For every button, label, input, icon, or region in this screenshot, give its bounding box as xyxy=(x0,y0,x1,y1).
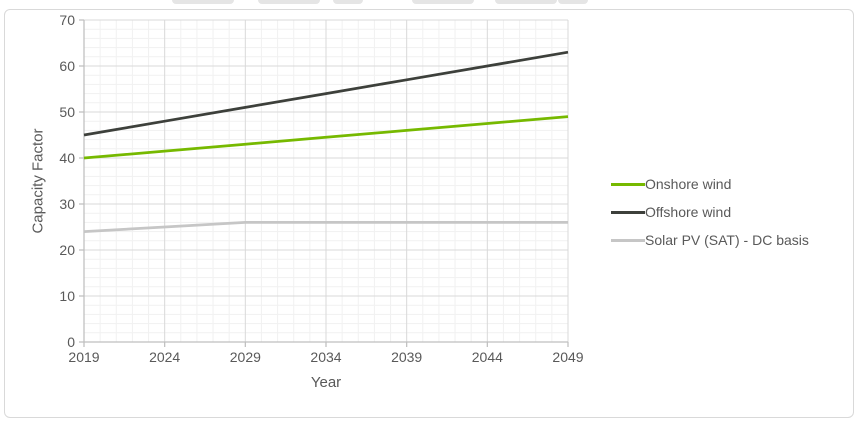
legend-label: Solar PV (SAT) - DC basis xyxy=(645,232,809,248)
legend-label: Offshore wind xyxy=(645,204,732,220)
y-tick-label: 0 xyxy=(67,334,75,350)
tab-remnant xyxy=(558,0,588,4)
onshore-wind-line-swatch xyxy=(611,182,645,186)
y-tick-label: 40 xyxy=(59,150,75,166)
x-tick-label: 2024 xyxy=(149,349,180,365)
y-tick-label: 30 xyxy=(59,196,75,212)
tab-remnant xyxy=(333,0,363,4)
x-tick-label: 2044 xyxy=(472,349,503,365)
x-tick-label: 2029 xyxy=(230,349,261,365)
legend-item-offshore-wind: Offshore wind xyxy=(611,198,809,226)
series-line-offshore-wind xyxy=(83,50,569,137)
y-tick-label: 70 xyxy=(59,12,75,28)
y-tick-label: 10 xyxy=(59,288,75,304)
chart-legend: Onshore wind Offshore wind Solar PV (SAT… xyxy=(611,170,809,254)
x-tick-label: 2049 xyxy=(552,349,583,365)
y-tick-label: 50 xyxy=(59,104,75,120)
y-axis-title: Capacity Factor xyxy=(29,128,47,234)
legend-item-onshore-wind: Onshore wind xyxy=(611,170,809,198)
tab-remnant xyxy=(172,0,234,4)
x-tick-label: 2034 xyxy=(310,349,341,365)
y-tick-label: 20 xyxy=(59,242,75,258)
legend-label: Onshore wind xyxy=(645,176,732,192)
series-line-onshore-wind xyxy=(83,115,569,160)
series-line-solar-pv-sat-dc-basis xyxy=(83,221,568,233)
legend-item-solar-pv: Solar PV (SAT) - DC basis xyxy=(611,226,809,254)
tab-remnant xyxy=(495,0,557,4)
solar-pv-line-swatch xyxy=(611,238,645,242)
tab-remnant xyxy=(412,0,474,4)
x-tick-label: 2019 xyxy=(68,349,99,365)
y-tick-label: 60 xyxy=(59,58,75,74)
x-tick-label: 2039 xyxy=(391,349,422,365)
offshore-wind-line-swatch xyxy=(611,210,645,214)
tab-remnant xyxy=(258,0,320,4)
window-tab-remnants xyxy=(0,0,861,6)
x-axis-title: Year xyxy=(310,374,342,391)
